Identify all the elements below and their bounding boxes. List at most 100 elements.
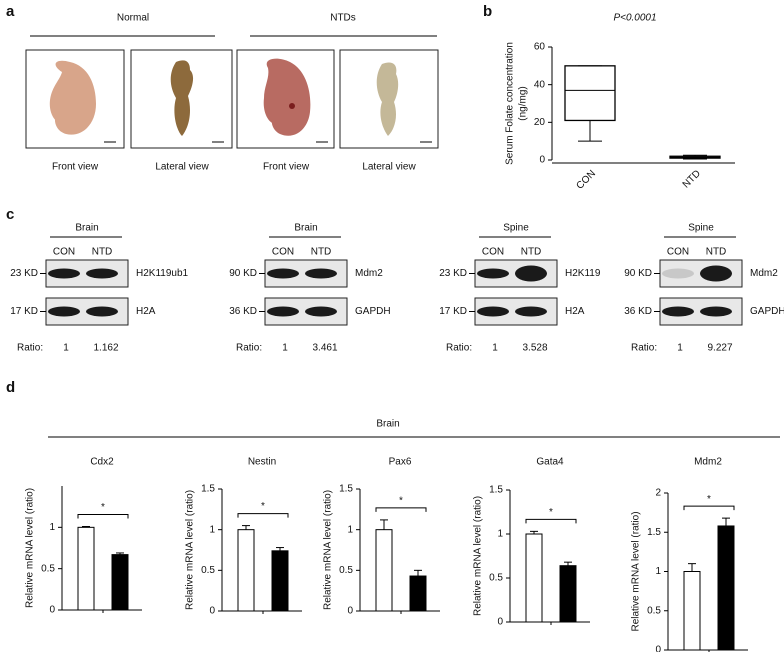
panel-label: c [6, 206, 14, 223]
ratio-label: Ratio: [17, 343, 43, 354]
protein-label: H2A [136, 306, 156, 317]
protein-label: Mdm2 [750, 268, 778, 279]
group-label: Normal [117, 13, 149, 24]
blot-band [305, 268, 337, 279]
size-marker: 23 KD [439, 268, 467, 279]
significance-bracket [683, 505, 735, 511]
photo-caption: Front view [263, 162, 310, 173]
blot-band [305, 306, 337, 317]
y-tick-label: 20 [534, 117, 546, 128]
size-marker: 36 KD [624, 306, 652, 317]
y-tick-label: 1 [49, 522, 55, 533]
y-tick-label: 1 [209, 524, 215, 535]
photo-caption: Lateral view [155, 162, 209, 173]
size-marker: 17 KD [439, 306, 467, 317]
y-axis-label: Relative mRNA level (ratio) [631, 511, 642, 631]
y-tick-label: 0.5 [647, 605, 661, 616]
bar [111, 554, 129, 611]
bar [559, 565, 577, 623]
size-marker: 90 KD [624, 268, 652, 279]
x-tick-label: CON [574, 168, 598, 192]
tissue-label: Spine [688, 223, 714, 234]
blot-band [515, 265, 547, 282]
lane-label: CON [482, 247, 504, 258]
bar [77, 526, 95, 611]
protein-label: GAPDH [750, 306, 784, 317]
lane-label: NTD [521, 247, 542, 258]
y-axis-label: Relative mRNA level (ratio) [473, 496, 484, 616]
blot-band [267, 268, 299, 279]
tissue-label: Brain [294, 223, 317, 234]
ratio-label: Ratio: [446, 343, 472, 354]
blot-band [700, 265, 732, 282]
significance-bracket [77, 514, 129, 519]
y-tick-label: 0.5 [489, 573, 503, 584]
y-tick-label: 0.5 [201, 565, 215, 576]
chart-title: Gata4 [536, 457, 564, 468]
size-marker: 36 KD [229, 306, 257, 317]
y-axis-label: Relative mRNA level (ratio) [25, 488, 36, 608]
significance-label: * [549, 507, 553, 518]
embryo-photos [25, 49, 439, 149]
significance-label: * [707, 494, 711, 505]
ratio-value: 1 [63, 343, 69, 354]
blot-band [700, 306, 732, 317]
protein-label: H2K119ub1 [136, 268, 189, 279]
blot-band [267, 306, 299, 317]
protein-label: Mdm2 [355, 268, 383, 279]
lane-label: NTD [92, 247, 113, 258]
size-marker: 23 KD [10, 268, 38, 279]
blot-band [515, 306, 547, 317]
significance-bracket [375, 507, 427, 512]
y-tick-label: 1.5 [339, 484, 353, 495]
y-axis-label: Serum Folate concentration [505, 42, 516, 165]
protein-label: H2A [565, 306, 585, 317]
y-axis-label: (ng/mg) [518, 86, 529, 120]
size-marker: 17 KD [10, 306, 38, 317]
panel-header: Brain [376, 419, 399, 430]
y-tick-label: 1 [655, 566, 661, 577]
y-tick-label: 0 [209, 606, 215, 617]
bar [409, 575, 427, 612]
y-tick-label: 0 [497, 617, 503, 628]
y-tick-label: 40 [534, 79, 546, 90]
bar [237, 529, 255, 612]
y-tick-label: 1 [347, 524, 353, 535]
ratio-value: 1 [492, 343, 498, 354]
ratio-label: Ratio: [631, 343, 657, 354]
ratio-value: 1 [677, 343, 683, 354]
photo-caption: Front view [52, 162, 99, 173]
panel-label: b [483, 3, 492, 20]
ratio-value: 9.227 [707, 343, 732, 354]
y-axis-label: Relative mRNA level (ratio) [323, 490, 334, 610]
y-axis-label: Relative mRNA level (ratio) [185, 490, 196, 610]
panel-label: a [6, 3, 15, 20]
y-tick-label: 1 [497, 529, 503, 540]
photo-caption: Lateral view [362, 162, 416, 173]
lane-label: NTD [706, 247, 727, 258]
bar [683, 571, 701, 651]
lane-label: CON [53, 247, 75, 258]
chart-title: Nestin [248, 457, 276, 468]
tissue-label: Brain [75, 223, 98, 234]
ratio-value: 1.162 [93, 343, 118, 354]
significance-label: * [261, 501, 265, 512]
significance-bracket [525, 518, 577, 524]
ratio-value: 3.461 [312, 343, 337, 354]
y-tick-label: 0 [347, 606, 353, 617]
x-tick-label: NTD [681, 168, 703, 190]
blot-band [477, 268, 509, 279]
bar [271, 550, 289, 612]
y-tick-label: 0 [49, 605, 55, 616]
lane-label: CON [667, 247, 689, 258]
chart-title: Pax6 [389, 457, 412, 468]
lane-label: NTD [311, 247, 332, 258]
protein-label: GAPDH [355, 306, 391, 317]
bar [375, 529, 393, 612]
blot-band [48, 306, 80, 317]
chart-title: P<0.0001 [613, 13, 656, 24]
size-marker: 90 KD [229, 268, 257, 279]
blot-band [86, 306, 118, 317]
chart-title: Cdx2 [90, 457, 114, 468]
